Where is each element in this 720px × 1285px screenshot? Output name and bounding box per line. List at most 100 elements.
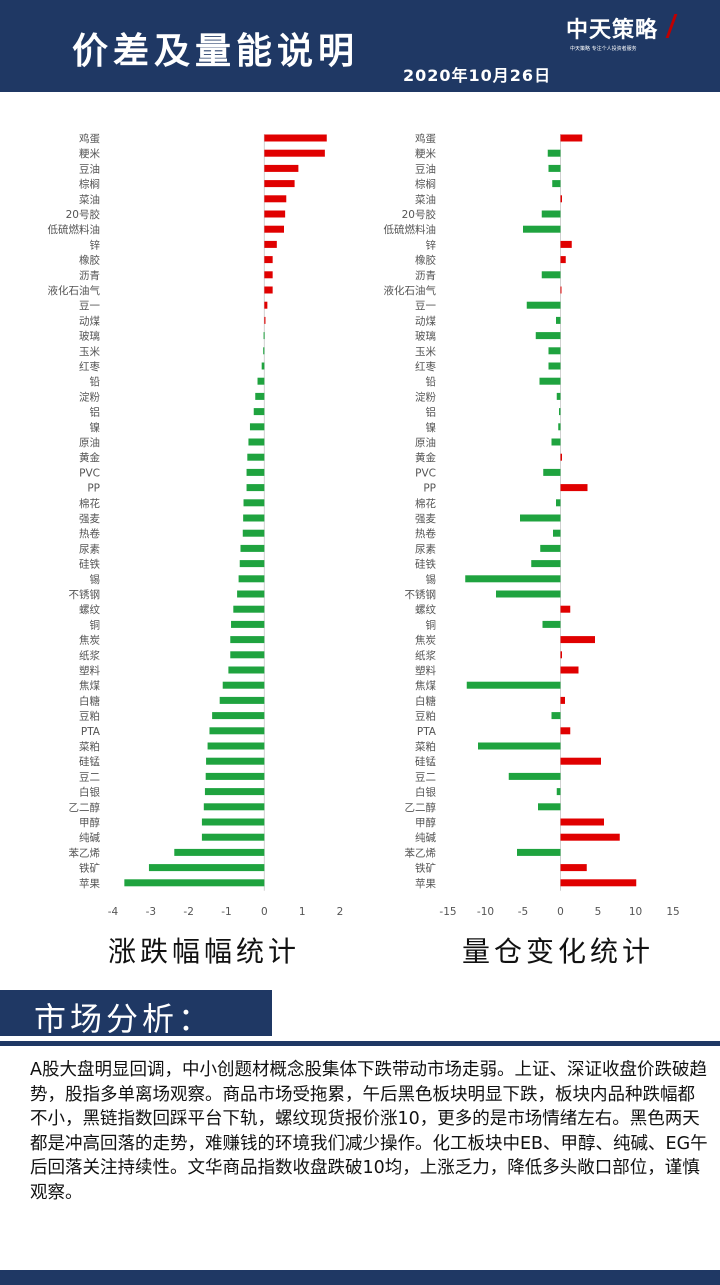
category-label: 鸡蛋 — [79, 132, 100, 145]
bar — [230, 651, 265, 659]
bar — [264, 180, 295, 188]
bar — [542, 620, 561, 628]
x-tick-label: 5 — [595, 906, 602, 918]
category-label: 动煤 — [79, 314, 100, 327]
bar — [203, 803, 265, 811]
bar — [526, 301, 561, 309]
category-label: 锡 — [90, 573, 101, 586]
category-label: 玉米 — [415, 345, 436, 358]
category-label: 低硫燃料油 — [48, 223, 101, 236]
bar — [246, 484, 265, 492]
category-label: 螺纹 — [79, 603, 100, 616]
category-label: 甲醇 — [79, 816, 100, 829]
category-label: 热卷 — [79, 527, 100, 540]
category-label: 不锈钢 — [405, 588, 437, 601]
category-label: 豆油 — [415, 162, 436, 175]
category-label: 菜粕 — [415, 740, 436, 753]
category-label: 菜油 — [415, 193, 436, 206]
category-label: 豆油 — [79, 162, 100, 175]
bar — [560, 286, 562, 294]
x-tick-label: -15 — [439, 906, 456, 918]
section-divider — [0, 1041, 720, 1046]
bar — [560, 757, 601, 765]
bar — [248, 438, 265, 446]
category-label: 菜粕 — [79, 740, 100, 753]
bar — [553, 529, 561, 537]
category-label: 铝 — [90, 406, 101, 419]
category-label: 动煤 — [415, 314, 436, 327]
x-tick-label: 10 — [629, 906, 642, 918]
bar — [201, 833, 265, 841]
category-label: 焦煤 — [415, 679, 436, 692]
category-label: 纸浆 — [79, 649, 100, 662]
x-tick-label: 2 — [337, 906, 344, 918]
bar — [264, 134, 327, 142]
category-label: 硅铁 — [79, 558, 100, 571]
category-label: 红枣 — [79, 360, 100, 373]
bar — [556, 788, 561, 796]
bar — [478, 742, 561, 750]
category-label: 低硫燃料油 — [384, 223, 437, 236]
bar — [247, 453, 265, 461]
category-label: 橡胶 — [415, 254, 436, 267]
bar — [560, 195, 562, 203]
bar — [264, 240, 277, 248]
category-label: 塑料 — [79, 664, 100, 677]
category-label: 菜油 — [79, 193, 100, 206]
report-date: 2020年10月26日 — [403, 66, 552, 85]
category-label: 锌 — [90, 238, 101, 251]
header-banner: 价差及量能说明 2020年10月26日 中天策略 中天策略 专注个人投资者服务 — [0, 0, 720, 92]
bar — [212, 712, 265, 720]
section-tab: 市场分析： — [0, 990, 272, 1038]
category-label: 沥青 — [79, 269, 100, 282]
logo-name: 中天策略 — [566, 18, 659, 43]
bar — [233, 605, 265, 613]
category-label: 锡 — [426, 573, 437, 586]
category-label: 纯碱 — [415, 831, 436, 844]
category-label: PP — [87, 483, 100, 495]
bar — [238, 575, 265, 583]
x-tick-label: -2 — [183, 906, 193, 918]
bar — [531, 560, 561, 568]
bar — [263, 347, 265, 355]
bar — [543, 468, 561, 476]
price-change-caption: 涨跌幅幅统计 — [108, 935, 301, 968]
bar — [560, 696, 565, 704]
bar — [535, 332, 561, 340]
bar — [496, 590, 561, 598]
category-label: 铅 — [426, 375, 437, 388]
category-label: 尿素 — [415, 542, 436, 555]
bar — [237, 590, 265, 598]
bar — [539, 377, 561, 385]
bar — [551, 438, 561, 446]
bar — [174, 848, 265, 856]
category-label: 原油 — [79, 436, 100, 449]
bar — [231, 620, 265, 628]
bar — [540, 544, 561, 552]
bar — [264, 271, 273, 279]
category-label: 豆粕 — [415, 710, 436, 723]
category-label: 液化石油气 — [48, 284, 101, 297]
bar — [264, 210, 286, 218]
bar — [560, 727, 571, 735]
category-label: 焦煤 — [79, 679, 100, 692]
category-label: 玻璃 — [415, 330, 436, 343]
bar — [243, 499, 265, 507]
logo-slash-icon — [665, 14, 678, 38]
category-label: 橡胶 — [79, 254, 100, 267]
category-label: 白银 — [415, 786, 436, 799]
category-label: 苹果 — [415, 877, 436, 890]
category-label: 塑料 — [415, 664, 436, 677]
bar — [548, 164, 561, 172]
category-label: 沥青 — [415, 269, 436, 282]
category-label: PVC — [415, 467, 436, 479]
bar — [556, 392, 561, 400]
category-label: 豆粕 — [79, 710, 100, 723]
bar — [209, 727, 265, 735]
category-label: 硅锰 — [79, 755, 100, 768]
bar — [517, 848, 561, 856]
category-label: 棕榈 — [79, 178, 100, 191]
category-label: 20号胶 — [402, 208, 437, 221]
category-label: PTA — [417, 726, 437, 738]
